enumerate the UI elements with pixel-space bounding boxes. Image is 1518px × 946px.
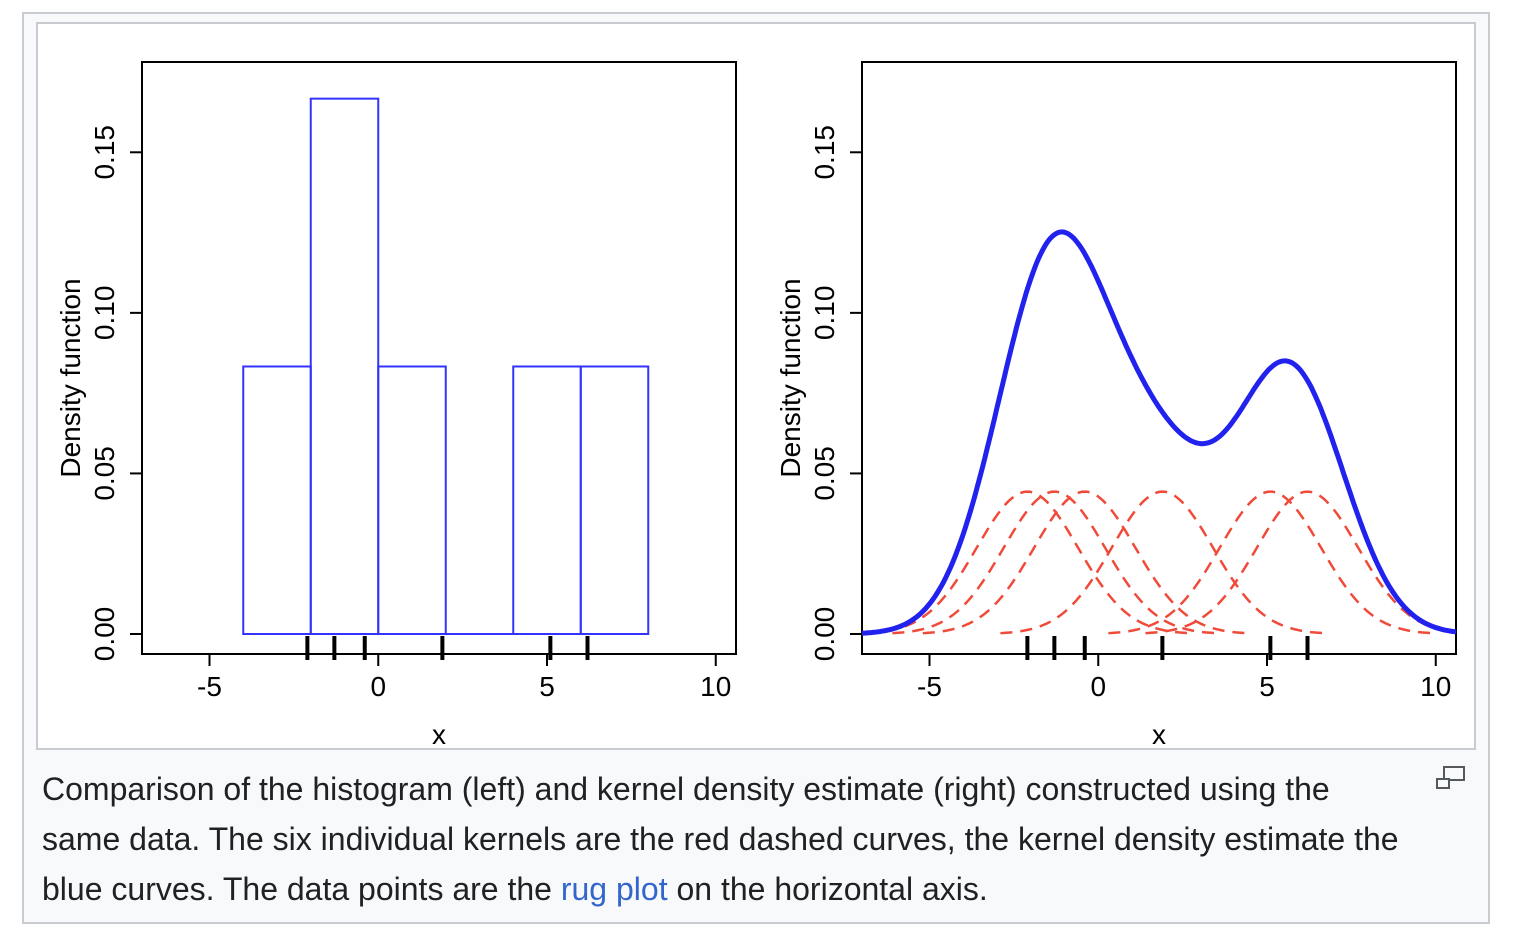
panel-left-y-tick-label: 0.15 xyxy=(89,125,120,180)
panel-right-x-tick-label: 10 xyxy=(1420,671,1451,702)
panel-left-x-tick-label: 0 xyxy=(370,671,386,702)
caption-text-end: on the horizontal axis. xyxy=(667,871,988,907)
figure-caption: Comparison of the histogram (left) and k… xyxy=(42,764,1402,914)
enlarge-icon[interactable] xyxy=(1434,764,1468,792)
panel-right-kernel-curve xyxy=(1108,490,1433,635)
panel-right-kernel-curve xyxy=(1145,490,1457,635)
panel-right-x-axis-label: x xyxy=(1152,719,1166,748)
rug-plot-link[interactable]: rug plot xyxy=(560,871,668,907)
figure-image[interactable]: 0.00 0.05 0.10 0.15 -5 0 5 10 x Density function 0… xyxy=(36,22,1476,750)
panel-left-y-axis-label: Density function xyxy=(55,278,86,477)
caption-text: Comparison of the histogram (left) and k… xyxy=(42,771,1399,907)
panel-left-hist-bar xyxy=(242,365,312,635)
panel-right-x-tick-label: -5 xyxy=(917,671,942,702)
panel-right-y-tick-label: 0.05 xyxy=(809,446,840,501)
panel-right-kde-curve xyxy=(861,229,1457,636)
panel-left-x-axis-label: x xyxy=(432,719,446,748)
panel-right-x-tick-label: 0 xyxy=(1090,671,1106,702)
panel-right-x-tick-label: 5 xyxy=(1259,671,1275,702)
panel-right-kernel-curve xyxy=(865,490,1190,635)
panel-right-kernel-curve xyxy=(892,490,1217,635)
panel-right-y-tick-label: 0.10 xyxy=(809,286,840,341)
panel-right-y-tick-label: 0.15 xyxy=(809,125,840,180)
panel-left-hist-bar xyxy=(579,365,650,635)
panel-right-kernel-curve xyxy=(1000,490,1325,635)
panel-left-y-tick-label: 0.05 xyxy=(89,446,120,501)
panel-left-x-tick-label: 10 xyxy=(700,671,731,702)
panel-left-plot-frame xyxy=(141,61,737,655)
panel-left-hist-bar xyxy=(377,365,447,635)
panel-right-y-tick-label: 0.00 xyxy=(809,607,840,662)
panel-right-y-axis-label: Density function xyxy=(775,278,806,477)
panel-right-kernel-curve xyxy=(922,490,1247,635)
panel-left-y-tick-label: 0.10 xyxy=(89,286,120,341)
panel-left-x-tick-label: 5 xyxy=(539,671,555,702)
panel-left-hist-bar xyxy=(512,365,582,635)
panel-left-x-tick-label: -5 xyxy=(197,671,222,702)
panel-left-hist-bar xyxy=(309,97,380,636)
panel-left-y-tick-label: 0.00 xyxy=(89,607,120,662)
figure-thumbnail: 0.00 0.05 0.10 0.15 -5 0 5 10 x Density function 0… xyxy=(22,12,1490,924)
